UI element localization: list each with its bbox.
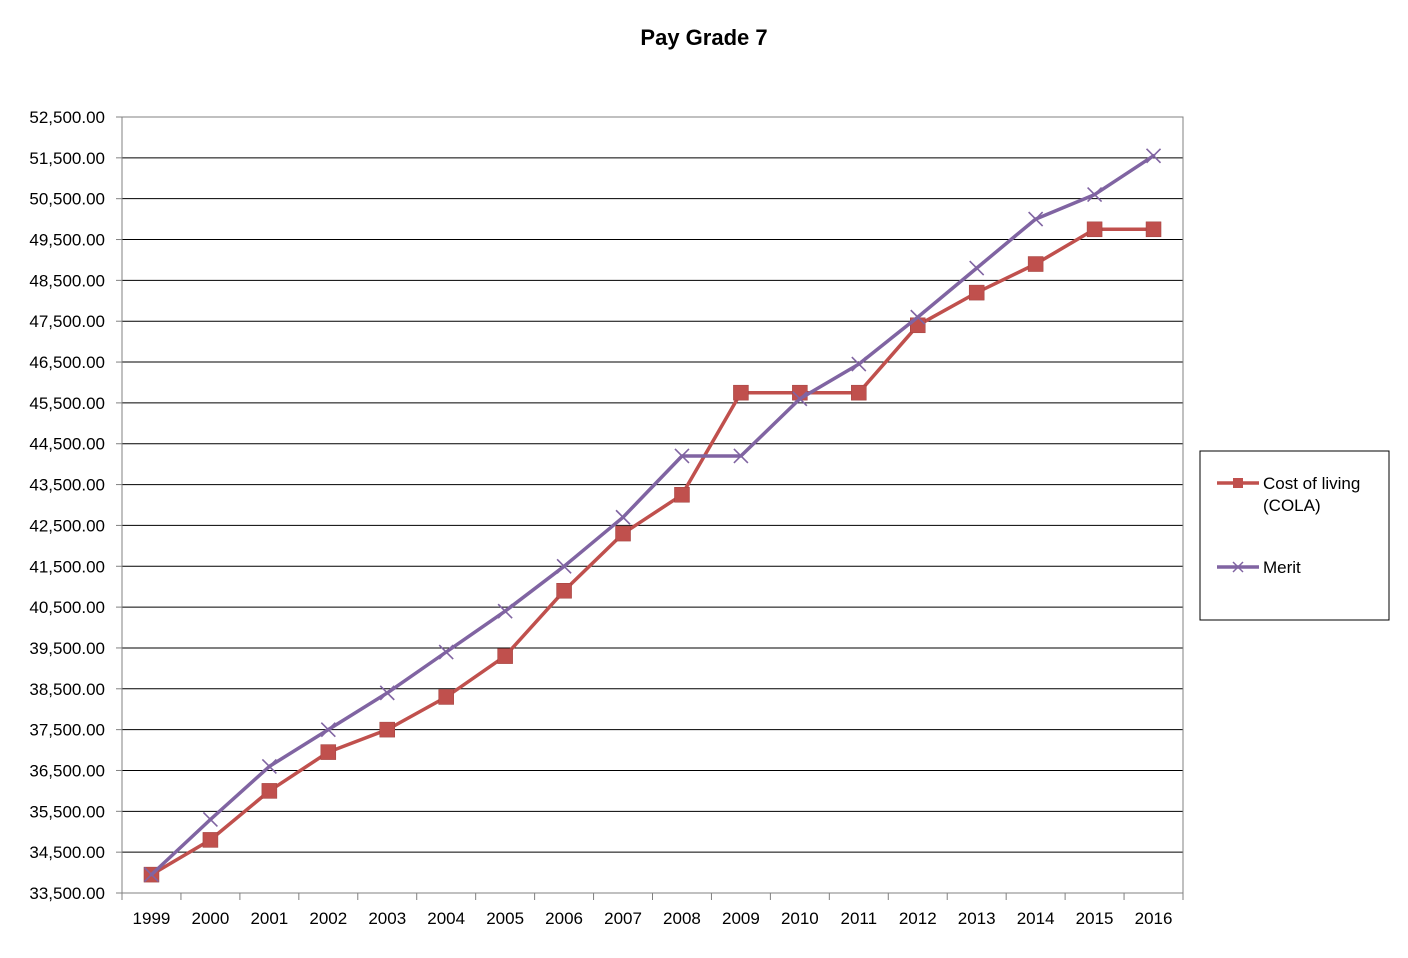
x-tick-label: 2009 [722, 909, 760, 928]
y-tick-label: 46,500.00 [29, 353, 105, 372]
x-tick-label: 2006 [545, 909, 583, 928]
data-point [968, 284, 985, 301]
y-tick-label: 49,500.00 [29, 231, 105, 250]
series-group [143, 148, 1162, 883]
x-tick-label: 2016 [1135, 909, 1173, 928]
legend-item: Merit [1217, 558, 1301, 577]
chart-title: Pay Grade 7 [640, 25, 767, 50]
series-line [149, 154, 1156, 877]
legend-item: Cost of living (COLA) [1217, 474, 1360, 515]
x-tick-label: 2010 [781, 909, 819, 928]
data-point [261, 758, 277, 774]
legend: Cost of living (COLA) Merit [1199, 450, 1390, 621]
series-1 [143, 221, 1162, 883]
data-point [202, 832, 219, 848]
plot-area [121, 116, 1184, 894]
data-point [1145, 221, 1162, 238]
y-tick-label: 40,500.00 [29, 598, 105, 617]
y-tick-label: 45,500.00 [29, 394, 105, 413]
data-point [733, 448, 749, 464]
x-tick-label: 2014 [1017, 909, 1055, 928]
y-tick-label: 36,500.00 [29, 761, 105, 780]
data-point [497, 603, 513, 619]
y-tick-label: 47,500.00 [29, 312, 105, 331]
x-tick-label: 2008 [663, 909, 701, 928]
y-tick-label: 52,500.00 [29, 108, 105, 127]
series-line [149, 227, 1156, 877]
y-tick-label: 35,500.00 [29, 802, 105, 821]
x-tick-label: 2001 [250, 909, 288, 928]
data-point [202, 811, 218, 828]
x-tick-label: 2002 [309, 909, 347, 928]
y-tick-label: 33,500.00 [29, 884, 105, 903]
x-tick-label: 2013 [958, 909, 996, 928]
data-point [320, 744, 337, 760]
data-point [1145, 148, 1162, 164]
data-point [851, 384, 867, 401]
legend-box [1199, 450, 1390, 621]
gridlines [122, 157, 1183, 853]
data-point [556, 558, 572, 574]
data-point [851, 356, 867, 372]
data-point [1028, 211, 1044, 227]
data-point [438, 689, 454, 705]
x-axis: 1999 2000 2001 2002 2003 2004 2005 2006 2007 2008… [121, 893, 1184, 928]
x-tick-label: 2000 [192, 909, 230, 928]
y-tick-label: 50,500.00 [29, 190, 105, 209]
data-point [674, 487, 690, 503]
data-point [1086, 221, 1103, 238]
legend-label: Merit [1263, 558, 1301, 577]
y-tick-label: 43,500.00 [29, 476, 105, 495]
data-point [379, 685, 395, 701]
y-tick-label: 41,500.00 [29, 557, 105, 576]
data-point [615, 509, 631, 525]
legend-marker [1232, 561, 1244, 573]
data-point [1087, 187, 1103, 203]
data-point [320, 722, 336, 738]
data-point [497, 648, 513, 664]
y-tick-label: 48,500.00 [29, 271, 105, 290]
y-tick-label: 38,500.00 [29, 680, 105, 699]
data-point [969, 260, 985, 276]
data-point [143, 867, 160, 883]
legend-label: Cost of living [1263, 474, 1360, 493]
x-tick-label: 2011 [841, 909, 878, 928]
data-point [792, 391, 808, 407]
x-tick-label: 2007 [604, 909, 642, 928]
data-point [910, 309, 926, 325]
x-tick-label: 2015 [1076, 909, 1114, 928]
y-tick-label: 51,500.00 [29, 149, 105, 168]
legend-label: (COLA) [1263, 496, 1321, 515]
y-tick-label: 44,500.00 [29, 435, 105, 454]
y-axis: 33,500.00 34,500.00 35,500.00 36,500.00 37,5… [29, 108, 122, 903]
data-point [674, 448, 690, 464]
y-tick-label: 42,500.00 [29, 516, 105, 535]
data-point [733, 384, 749, 401]
y-tick-label: 37,500.00 [29, 721, 105, 740]
data-point [615, 525, 631, 542]
data-point [556, 583, 572, 599]
x-tick-label: 2003 [368, 909, 406, 928]
data-point [1027, 256, 1044, 272]
y-tick-label: 39,500.00 [29, 639, 105, 658]
x-tick-label: 1999 [133, 909, 171, 928]
legend-marker [1233, 478, 1243, 488]
series-2 [143, 148, 1162, 883]
data-point [438, 644, 454, 660]
y-tick-label: 34,500.00 [29, 843, 105, 862]
data-point [261, 783, 278, 799]
x-tick-label: 2012 [899, 909, 937, 928]
x-tick-label: 2005 [486, 909, 524, 928]
x-tick-label: 2004 [427, 909, 465, 928]
data-point [379, 721, 395, 738]
